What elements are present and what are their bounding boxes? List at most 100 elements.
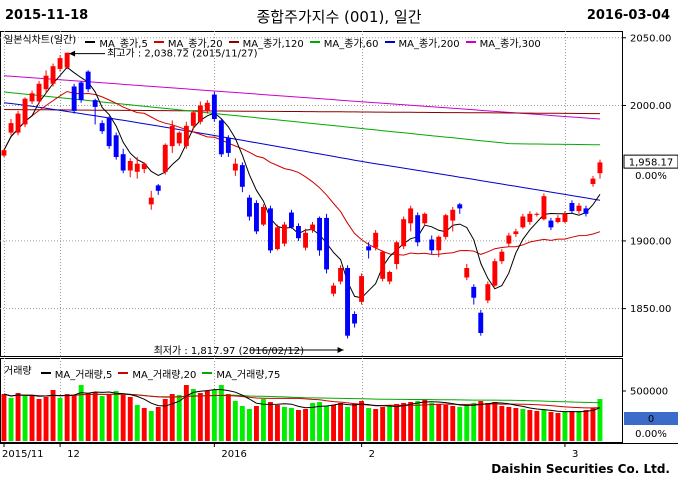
price-legend-swatch (384, 41, 395, 43)
volume-bar (8, 398, 14, 441)
price-legend: 일본식차트(일간) MA_종가,5 MA_종가,20 MA_종가,120 MA_종가,… (4, 31, 549, 50)
candle-body (64, 52, 70, 68)
candle-body (183, 125, 189, 147)
volume-bar (527, 410, 533, 441)
candle-body (162, 144, 168, 172)
candle-body (85, 71, 91, 90)
candle-body (176, 132, 182, 144)
candle-body (127, 161, 133, 171)
candle-body (261, 207, 266, 225)
candle-body (380, 251, 386, 279)
volume-legend-text: MA_거래량,20 (132, 369, 197, 381)
high-annotation-arrow (69, 50, 76, 57)
volume-bar (324, 406, 329, 441)
volume-bar (71, 396, 77, 441)
candle-body (268, 208, 273, 251)
volume-bar (590, 408, 596, 441)
price-legend-item: MA_종가,20 (152, 35, 223, 50)
candle-body (422, 213, 428, 224)
volume-bar (211, 390, 217, 441)
volume-bar (471, 403, 477, 441)
candle-body (492, 261, 498, 286)
candle-body (331, 285, 336, 294)
candle-body (296, 226, 301, 239)
ma-120-line (3, 109, 600, 115)
volume-bar (113, 391, 119, 441)
candle-body (71, 86, 77, 111)
candle-body (464, 268, 470, 278)
volume-bar (57, 398, 63, 441)
ma-200-line (3, 102, 601, 201)
candle-body (569, 203, 575, 212)
volume-bar (148, 411, 154, 441)
volume-bar (499, 406, 505, 441)
ma-300-line (3, 75, 601, 120)
volume-bar (310, 403, 315, 441)
candle-body (289, 212, 294, 228)
volume-bar (338, 403, 343, 441)
volume-bar (450, 406, 456, 441)
candle-body (275, 227, 280, 250)
candle-body (204, 102, 210, 111)
volume-bar (401, 403, 407, 441)
candle-body (576, 205, 582, 212)
candle-body (450, 209, 456, 221)
volume-bar (289, 408, 294, 441)
candle-body (148, 197, 154, 205)
volume-bar (373, 409, 379, 441)
volume-bar (303, 409, 308, 441)
candle-body (218, 120, 224, 155)
candle-body (415, 215, 421, 243)
candle-body (22, 98, 28, 125)
candle-body (485, 284, 491, 301)
high-annotation-label: 최고가 : 2,038.72 (2015/11/27) (107, 48, 258, 60)
candle-body (106, 117, 112, 147)
volume-bar (562, 412, 568, 441)
ma-60-line (3, 91, 601, 146)
candle-body (190, 112, 196, 126)
low-annotation-label: 최저가 : 1,817.97 (2016/02/12) (154, 345, 305, 357)
price-legend-text: MA_종가,60 (323, 38, 379, 50)
price-legend-text: MA_종가,120 (242, 38, 304, 50)
volume-bar (345, 407, 350, 441)
date-axis-label: 12 (67, 449, 80, 460)
volume-bar (155, 407, 161, 441)
candle-body (50, 66, 56, 84)
candle-body (197, 105, 203, 122)
date-axis-label: 2015/11 (2, 449, 44, 460)
volume-bar (457, 407, 463, 441)
low-annotation-arrow (337, 346, 344, 353)
volume-bar (492, 402, 498, 441)
price-legend-item: MA_종가,120 (227, 35, 304, 50)
candle-body (57, 58, 63, 69)
volume-bar (22, 396, 28, 441)
candle-body (443, 215, 449, 237)
current-change-label: 0.00% (635, 171, 667, 182)
volume-bar (43, 397, 49, 441)
candle-body (590, 178, 596, 184)
volume-legend-item: MA_거래량,75 (200, 366, 280, 381)
volume-legend-swatch (202, 372, 213, 374)
volume-bar (127, 397, 133, 441)
volume-bar (415, 401, 421, 441)
candle-body (352, 314, 357, 324)
volume-legend-label: 거래량 (4, 366, 32, 377)
candle-body (15, 113, 21, 133)
price-legend-label: 일본식차트(일간) (4, 35, 77, 46)
candle-body (394, 242, 400, 264)
candle-body (527, 213, 533, 222)
volume-bar (485, 403, 491, 441)
volume-bar (268, 402, 273, 441)
candle-body (583, 208, 589, 214)
candle-body (317, 217, 322, 251)
candle-body (155, 185, 161, 191)
volume-bar (513, 408, 519, 441)
volume-bar (380, 407, 386, 441)
volume-bar (225, 394, 231, 441)
volume-bar (36, 399, 42, 441)
price-axis-label: 1850.00 (630, 304, 671, 315)
volume-bar (92, 392, 98, 441)
price-legend-swatch (85, 41, 96, 43)
volume-bar (408, 402, 414, 441)
price-axis-label: 2000.00 (630, 101, 671, 112)
